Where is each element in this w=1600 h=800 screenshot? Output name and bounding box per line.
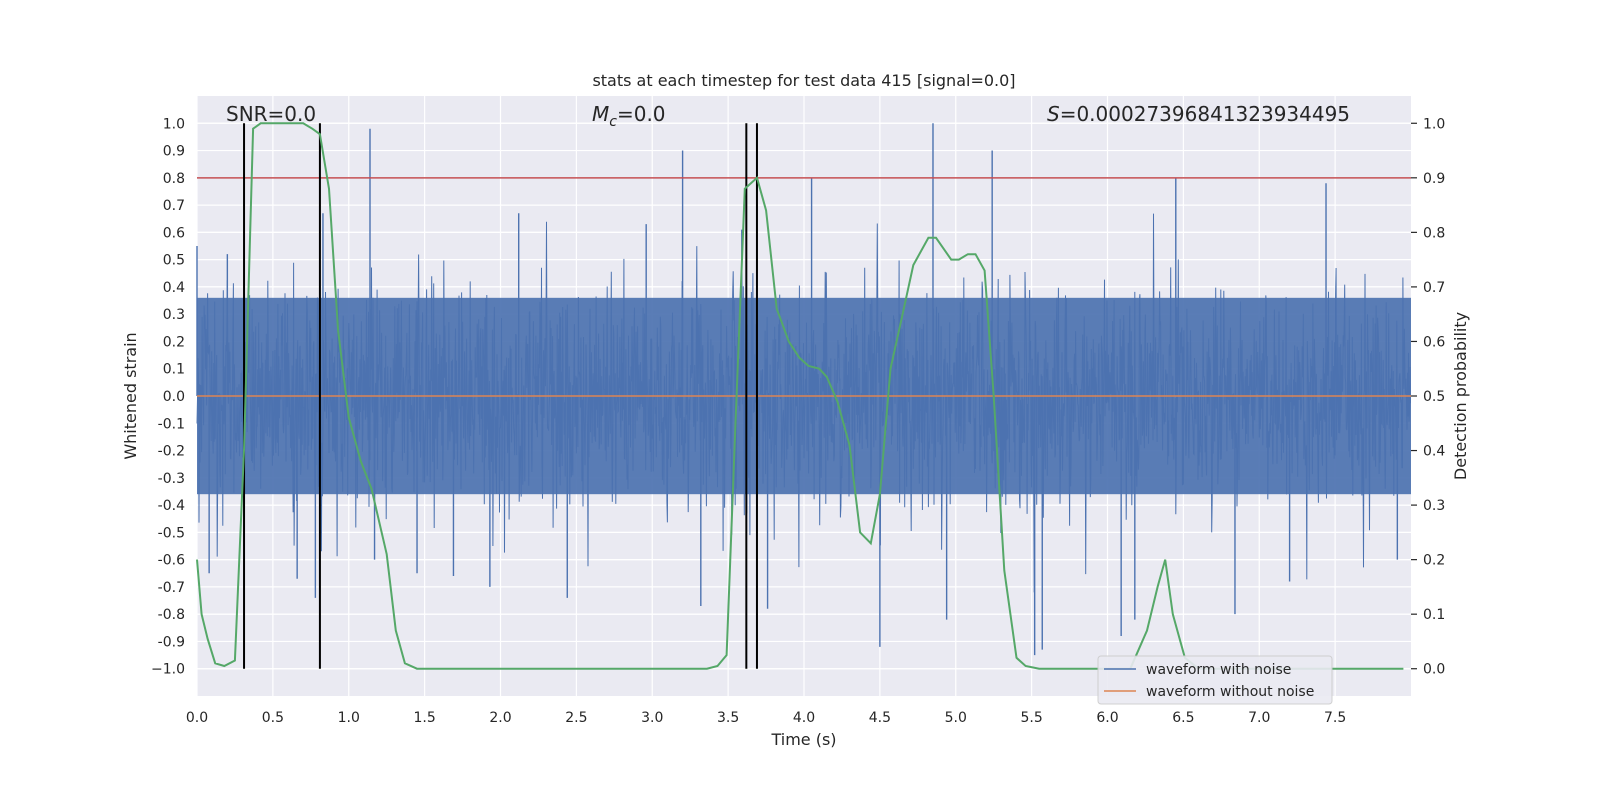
y2-tick-label: 0.1: [1423, 607, 1445, 623]
line-series: [196, 122, 1411, 670]
y-tick-label: 0.3: [163, 307, 185, 323]
y-tick-label: 0.1: [163, 362, 185, 378]
y-tick-label: -0.1: [158, 416, 185, 432]
score-symbol: S: [1047, 102, 1060, 126]
y2-tick-label: 0.7: [1423, 280, 1445, 296]
y-tick-label: 0.4: [163, 280, 185, 296]
y2-tick-label: 0.5: [1423, 389, 1445, 405]
y2-axis-ticks: 1.0 0.9 0.8 0.7 0.6 0.5 0.4 0.3 0.2 0.1 0.0: [1411, 116, 1445, 678]
chirp-mass-value: =0.0: [617, 102, 666, 126]
y-tick-label: 0.0: [163, 389, 185, 405]
x-tick-label: 6.0: [1096, 710, 1118, 726]
y-tick-label: 1.0: [163, 116, 185, 132]
y-tick-label: -0.2: [158, 444, 185, 460]
y-tick-label: -0.4: [158, 498, 185, 514]
x-axis-label: Time (s): [770, 730, 836, 749]
y-tick-label: −1.0: [151, 662, 185, 678]
chirp-mass-symbol: M: [592, 102, 609, 126]
x-tick-label: 2.5: [565, 710, 587, 726]
x-tick-label: 6.5: [1172, 710, 1194, 726]
y-tick-label: 0.8: [163, 171, 185, 187]
legend-label-noise: waveform with noise: [1146, 662, 1291, 678]
x-tick-label: 1.0: [338, 710, 360, 726]
y-tick-label: -0.6: [158, 553, 185, 569]
y2-tick-label: 0.3: [1423, 498, 1445, 514]
x-tick-label: 7.0: [1248, 710, 1270, 726]
x-tick-label: 1.5: [413, 710, 435, 726]
y-tick-label: 0.9: [163, 144, 185, 160]
y2-tick-label: 0.6: [1423, 334, 1445, 350]
detection-probability-line: [196, 122, 1404, 670]
y-tick-label: -0.7: [158, 580, 185, 596]
x-tick-label: 3.0: [641, 710, 663, 726]
y-tick-label: -0.3: [158, 471, 185, 487]
y-tick-label: -0.9: [158, 634, 185, 650]
x-axis-ticks: 0.0 0.5 1.0 1.5 2.0 2.5 3.0 3.5 4.0 4.5 5.0 5.5 6.0 6…: [186, 710, 1346, 726]
y2-tick-label: 0.4: [1423, 444, 1445, 460]
x-tick-label: 0.5: [262, 710, 284, 726]
x-tick-label: 7.5: [1324, 710, 1346, 726]
y-axis-label: Whitened strain: [121, 332, 140, 459]
legend: waveform with noise waveform without noi…: [1097, 655, 1333, 705]
chart-title: stats at each timestep for test data 415…: [592, 71, 1015, 90]
legend-box: [1097, 655, 1333, 705]
y2-tick-label: 1.0: [1423, 116, 1445, 132]
y-tick-label: -0.8: [158, 607, 185, 623]
score-value: =0.00027396841323934495: [1060, 102, 1350, 126]
snr-annotation: SNR=0.0: [226, 102, 316, 126]
y-tick-label: 0.7: [163, 198, 185, 214]
y-tick-label: 0.6: [163, 225, 185, 241]
y2-tick-label: 0.9: [1423, 171, 1445, 187]
x-tick-label: 5.5: [1020, 710, 1042, 726]
y-tick-label: 0.2: [163, 334, 185, 350]
y2-axis-label: Detection probability: [1451, 312, 1470, 480]
chirp-mass-subscript: c: [609, 114, 617, 130]
y-axis-ticks: 1.0 0.9 0.8 0.7 0.6 0.5 0.4 0.3 0.2 0.1 0.0 -0.1 -0.…: [151, 116, 185, 677]
y-tick-label: 0.5: [163, 253, 185, 269]
y2-tick-label: 0.2: [1423, 553, 1445, 569]
x-tick-label: 5.0: [945, 710, 967, 726]
legend-label-clean: waveform without noise: [1146, 684, 1314, 700]
x-tick-label: 4.5: [869, 710, 891, 726]
x-tick-label: 2.0: [489, 710, 511, 726]
score-annotation: S=0.00027396841323934495: [1047, 102, 1350, 126]
y2-tick-label: 0.8: [1423, 225, 1445, 241]
x-tick-label: 3.5: [717, 710, 739, 726]
x-tick-label: 0.0: [186, 710, 208, 726]
y2-tick-label: 0.0: [1423, 662, 1445, 678]
y-tick-label: -0.5: [158, 525, 185, 541]
chirp-mass-annotation: Mc=0.0: [592, 102, 666, 130]
x-tick-label: 4.0: [793, 710, 815, 726]
